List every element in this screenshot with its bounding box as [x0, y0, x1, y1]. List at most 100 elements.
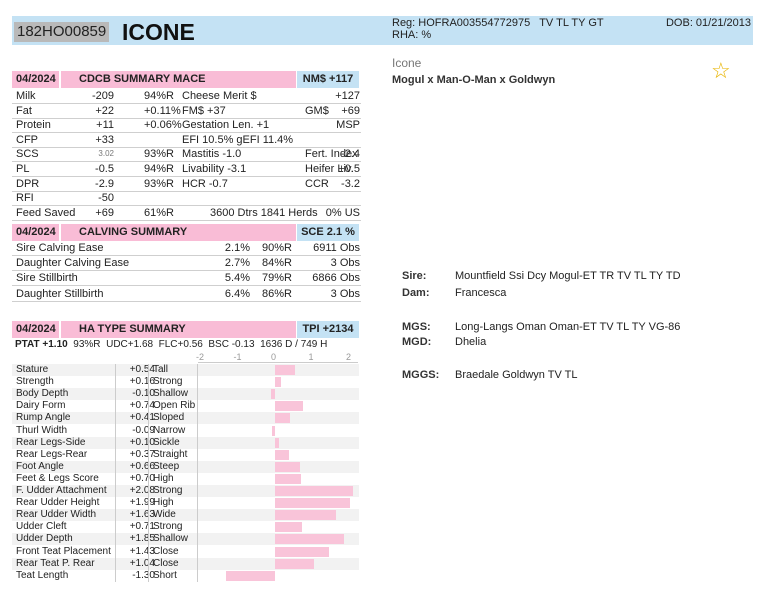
- mace-cell: 0% US: [325, 206, 360, 219]
- mace-cell: 93%R: [144, 177, 174, 190]
- trait-value: +0.74: [129, 400, 155, 412]
- trait-name: Feet & Legs Score: [16, 472, 99, 484]
- trait-desc: Steep: [153, 460, 180, 472]
- mace-cell: +22: [95, 104, 114, 117]
- column-divider: [115, 364, 116, 582]
- header-bar: [12, 16, 753, 45]
- mace-cell: DPR: [16, 177, 40, 190]
- trait-desc: Straight: [153, 448, 188, 460]
- trait-desc: Tall: [153, 364, 169, 375]
- trait-bar: [275, 473, 302, 484]
- axis-tick-label: -2: [196, 352, 205, 362]
- trait-row: Front Teat Placement +1.43 Close: [12, 546, 359, 558]
- trait-value: -1.30: [132, 569, 155, 581]
- herds: 749 H: [300, 339, 328, 350]
- mace-cell: -0.5: [95, 163, 114, 175]
- trait-row: Strength +0.16 Strong: [12, 376, 359, 388]
- trait-desc: Strong: [153, 376, 183, 388]
- mace-cell: -2.9: [95, 177, 114, 190]
- mace-cell: +127: [335, 90, 360, 102]
- pedigree-value: Mountfield Ssi Dcy Mogul-ET TR TV TL TY …: [455, 270, 681, 282]
- date-of-birth: DOB: 01/21/2013: [665, 17, 751, 29]
- trait-name: F. Udder Attachment: [16, 485, 107, 496]
- ptat-rel: 93%R: [73, 339, 101, 350]
- calving-cell: Daughter Stillbirth: [16, 287, 104, 300]
- trait-desc: High: [153, 472, 174, 484]
- trait-name: Rear Udder Width: [16, 509, 97, 521]
- pedigree-line: Mogul x Man-O-Man x Goldwyn: [392, 74, 556, 86]
- column-divider: [197, 364, 198, 582]
- mace-cell: Fat: [16, 104, 32, 117]
- trait-desc: Wide: [153, 509, 176, 521]
- axis-line: [198, 362, 358, 363]
- mace-cell: CCR: [305, 177, 329, 190]
- trait-row: Rear Udder Width +1.63 Wide: [12, 509, 359, 522]
- trait-name: Stature: [16, 364, 49, 375]
- trait-bar: [275, 546, 329, 557]
- trait-row: Feet & Legs Score +0.70 High: [12, 473, 359, 485]
- trait-value: +0.37: [129, 448, 155, 460]
- calving-cell: 3 Obs: [330, 287, 360, 300]
- calving-cell: 6866 Obs: [312, 272, 360, 285]
- trait-value: +0.16: [129, 376, 155, 388]
- mace-cell: +0.5: [338, 163, 360, 175]
- calving-cell: 2.7%: [224, 257, 250, 270]
- trait-desc: Sloped: [153, 412, 185, 424]
- pedigree-value: Braedale Goldwyn TV TL: [455, 369, 578, 381]
- calving-row: Daughter Stillbirth 6.4% 86%R 3 Obs: [12, 287, 361, 302]
- trait-value: -0.09: [132, 424, 155, 436]
- type-section-header: 04/2024 HA TYPE SUMMARY TPI +2134: [12, 321, 359, 338]
- mace-cell: SCS: [16, 148, 39, 161]
- calving-cell: Sire Stillbirth: [16, 272, 78, 285]
- trait-bar: [275, 534, 345, 545]
- mace-cell: +69: [95, 206, 114, 219]
- calving-cell: 86%R: [262, 287, 292, 300]
- calving-row: Sire Stillbirth 5.4% 79%R 6866 Obs: [12, 271, 361, 287]
- trait-row: Rear Teat P. Rear +1.04 Close: [12, 557, 359, 570]
- calving-cell: Sire Calving Ease: [16, 242, 104, 254]
- trait-bar: [275, 486, 353, 496]
- tpi-index: TPI +2134: [297, 321, 359, 338]
- trait-value: -0.10: [132, 388, 155, 400]
- trait-desc: Strong: [153, 485, 183, 496]
- trait-value: +1.63: [129, 509, 155, 521]
- sce-index: SCE 2.1 %: [297, 224, 359, 241]
- trait-row: Stature +0.54 Tall: [12, 364, 359, 376]
- mace-row: SCS 3.02 93%R Mastitis -1.0 Fert. Index -2.4: [12, 147, 361, 163]
- mace-row: RFI -50: [12, 191, 361, 207]
- trait-row: Rear Udder Height +1.99 High: [12, 497, 359, 509]
- calving-cell: 3 Obs: [330, 257, 360, 270]
- trait-bar: [271, 425, 275, 436]
- column-divider: [148, 364, 149, 582]
- axis-tick-label: 2: [346, 352, 352, 362]
- calving-row: Daughter Calving Ease 2.7% 84%R 3 Obs: [12, 256, 361, 272]
- mace-cell: -50: [98, 192, 114, 205]
- trait-desc: Shallow: [153, 388, 189, 400]
- mace-section-header: 04/2024 CDCB SUMMARY MACE NM$ +117: [12, 71, 359, 88]
- mace-cell: Fert. Index: [305, 148, 358, 161]
- trait-value: +1.04: [129, 557, 155, 569]
- trait-bar: [275, 413, 291, 424]
- calving-cell: 5.4%: [224, 272, 250, 285]
- trait-value: +1.99: [129, 497, 155, 509]
- trait-row: Rump Angle +0.41 Sloped: [12, 412, 359, 425]
- bull-name: ICONE: [122, 19, 195, 45]
- trait-value: +0.54: [129, 364, 155, 375]
- favorite-star-icon[interactable]: ☆: [711, 58, 731, 83]
- trait-row: Thurl Width -0.09 Narrow: [12, 425, 359, 437]
- mace-row: Milk -209 94%R Cheese Merit $ +127: [12, 89, 361, 104]
- mace-cell: Mastitis -1.0: [182, 148, 242, 161]
- trait-desc: Close: [153, 557, 179, 569]
- calving-row: Sire Calving Ease 2.1% 90%R 6911 Obs: [12, 241, 361, 256]
- trait-name: Udder Depth: [16, 533, 73, 545]
- pedigree-value: Dhelia: [455, 336, 487, 348]
- trait-value: +1.85: [129, 533, 155, 545]
- mace-cell: Gestation Len. +1: [182, 119, 270, 132]
- axis-tick-label: -1: [233, 352, 242, 362]
- pedigree-label: Dam:: [402, 287, 430, 299]
- type-date: 04/2024: [12, 321, 60, 338]
- calving-cell: 90%R: [262, 242, 292, 254]
- trait-bar: [275, 558, 314, 569]
- axis-tick-label: 0: [271, 352, 277, 362]
- udc: UDC+1.68: [106, 339, 154, 350]
